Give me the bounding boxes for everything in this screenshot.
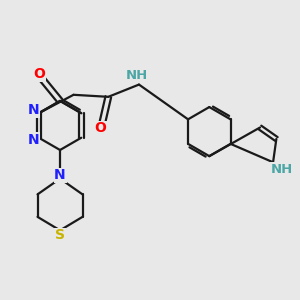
Text: N: N xyxy=(28,103,40,117)
Text: N: N xyxy=(28,133,40,147)
Text: NH: NH xyxy=(271,163,293,176)
Text: N: N xyxy=(54,168,66,182)
Text: O: O xyxy=(94,121,106,135)
Text: O: O xyxy=(34,67,46,81)
Text: S: S xyxy=(55,228,65,242)
Text: NH: NH xyxy=(126,69,148,82)
